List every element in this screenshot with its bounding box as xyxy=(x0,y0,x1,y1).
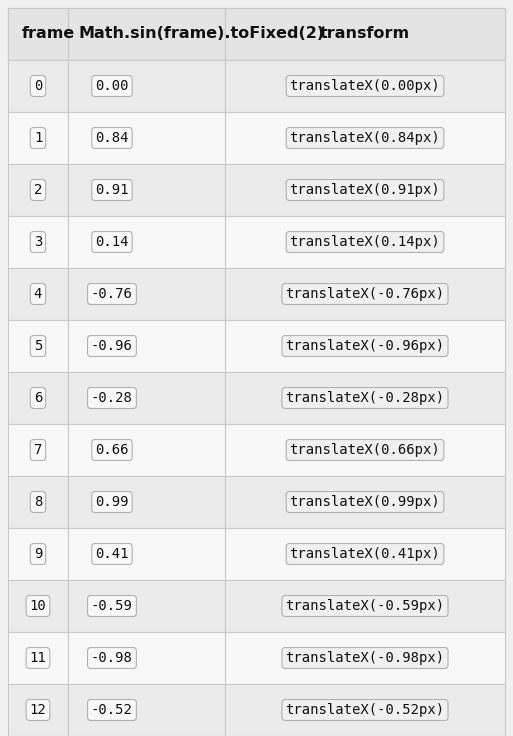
Text: 5: 5 xyxy=(34,339,42,353)
Bar xyxy=(68,112,225,164)
Bar xyxy=(225,424,505,476)
Text: 0.14: 0.14 xyxy=(95,235,129,249)
Bar xyxy=(8,476,68,528)
Bar xyxy=(225,112,505,164)
Bar xyxy=(8,112,68,164)
Text: 0.00: 0.00 xyxy=(95,79,129,93)
Bar xyxy=(68,8,225,60)
Text: translateX(-0.96px): translateX(-0.96px) xyxy=(285,339,445,353)
Text: 0: 0 xyxy=(34,79,42,93)
Bar xyxy=(68,164,225,216)
Text: translateX(0.14px): translateX(0.14px) xyxy=(290,235,440,249)
Bar xyxy=(8,216,68,268)
Text: Math.sin(frame).toFixed(2): Math.sin(frame).toFixed(2) xyxy=(78,26,324,41)
Text: 11: 11 xyxy=(30,651,46,665)
Bar xyxy=(225,528,505,580)
Bar xyxy=(68,268,225,320)
Text: 9: 9 xyxy=(34,547,42,561)
Bar xyxy=(225,164,505,216)
Bar xyxy=(225,8,505,60)
Text: transform: transform xyxy=(320,26,410,41)
Text: 6: 6 xyxy=(34,391,42,405)
Text: -0.96: -0.96 xyxy=(91,339,133,353)
Bar xyxy=(8,8,68,60)
Bar xyxy=(68,320,225,372)
Bar xyxy=(225,320,505,372)
Text: frame: frame xyxy=(22,26,75,41)
Text: 0.91: 0.91 xyxy=(95,183,129,197)
Text: translateX(0.99px): translateX(0.99px) xyxy=(290,495,440,509)
Text: 4: 4 xyxy=(34,287,42,301)
Text: translateX(-0.52px): translateX(-0.52px) xyxy=(285,703,445,717)
Bar xyxy=(8,528,68,580)
Text: translateX(-0.98px): translateX(-0.98px) xyxy=(285,651,445,665)
Text: 0.99: 0.99 xyxy=(95,495,129,509)
Bar xyxy=(68,216,225,268)
Bar xyxy=(225,580,505,632)
Text: -0.98: -0.98 xyxy=(91,651,133,665)
Bar xyxy=(225,60,505,112)
Bar xyxy=(8,164,68,216)
Text: 3: 3 xyxy=(34,235,42,249)
Bar xyxy=(8,320,68,372)
Text: 2: 2 xyxy=(34,183,42,197)
Text: 10: 10 xyxy=(30,599,46,613)
Bar xyxy=(8,268,68,320)
Text: 8: 8 xyxy=(34,495,42,509)
Bar xyxy=(68,476,225,528)
Text: -0.59: -0.59 xyxy=(91,599,133,613)
Text: 1: 1 xyxy=(34,131,42,145)
Text: translateX(-0.59px): translateX(-0.59px) xyxy=(285,599,445,613)
Bar xyxy=(8,684,68,736)
Bar xyxy=(68,580,225,632)
Bar xyxy=(225,684,505,736)
Bar xyxy=(68,60,225,112)
Bar xyxy=(68,632,225,684)
Bar xyxy=(8,372,68,424)
Text: -0.28: -0.28 xyxy=(91,391,133,405)
Text: translateX(0.84px): translateX(0.84px) xyxy=(290,131,440,145)
Text: 0.66: 0.66 xyxy=(95,443,129,457)
Bar xyxy=(8,632,68,684)
Text: translateX(0.66px): translateX(0.66px) xyxy=(290,443,440,457)
Text: -0.76: -0.76 xyxy=(91,287,133,301)
Text: translateX(0.00px): translateX(0.00px) xyxy=(290,79,440,93)
Bar xyxy=(225,632,505,684)
Text: translateX(0.41px): translateX(0.41px) xyxy=(290,547,440,561)
Text: -0.52: -0.52 xyxy=(91,703,133,717)
Text: 7: 7 xyxy=(34,443,42,457)
Bar xyxy=(68,424,225,476)
Text: 0.84: 0.84 xyxy=(95,131,129,145)
Bar xyxy=(8,424,68,476)
Bar xyxy=(68,372,225,424)
Bar xyxy=(225,268,505,320)
Bar xyxy=(8,8,505,60)
Text: translateX(-0.76px): translateX(-0.76px) xyxy=(285,287,445,301)
Bar xyxy=(68,528,225,580)
Bar xyxy=(225,372,505,424)
Bar xyxy=(8,60,68,112)
Text: 12: 12 xyxy=(30,703,46,717)
Bar xyxy=(68,684,225,736)
Text: translateX(-0.28px): translateX(-0.28px) xyxy=(285,391,445,405)
Text: translateX(0.91px): translateX(0.91px) xyxy=(290,183,440,197)
Bar xyxy=(8,580,68,632)
Bar xyxy=(225,216,505,268)
Text: 0.41: 0.41 xyxy=(95,547,129,561)
Bar xyxy=(225,476,505,528)
